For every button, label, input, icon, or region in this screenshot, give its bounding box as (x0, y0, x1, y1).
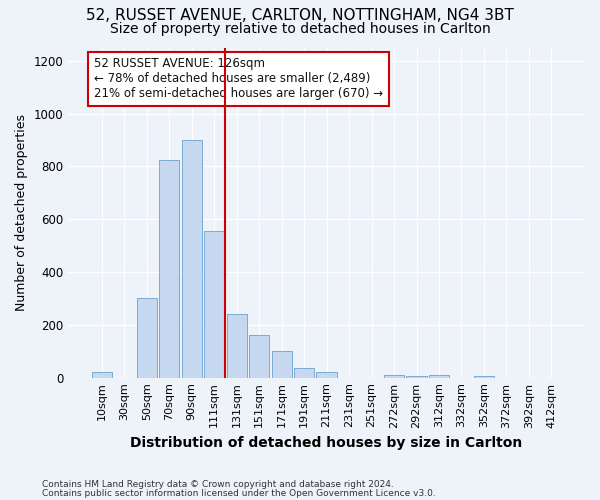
Text: 52 RUSSET AVENUE: 126sqm
← 78% of detached houses are smaller (2,489)
21% of sem: 52 RUSSET AVENUE: 126sqm ← 78% of detach… (94, 58, 383, 100)
Text: 52, RUSSET AVENUE, CARLTON, NOTTINGHAM, NG4 3BT: 52, RUSSET AVENUE, CARLTON, NOTTINGHAM, … (86, 8, 514, 22)
Bar (182, 140, 202, 378)
Bar (92, 372, 112, 378)
Text: Contains public sector information licensed under the Open Government Licence v3: Contains public sector information licen… (42, 489, 436, 498)
Bar (272, 352, 292, 378)
Bar (384, 375, 404, 378)
Bar (406, 376, 427, 378)
Y-axis label: Number of detached properties: Number of detached properties (15, 114, 28, 311)
Bar (227, 314, 247, 378)
Bar (316, 372, 337, 378)
Bar (294, 368, 314, 378)
X-axis label: Distribution of detached houses by size in Carlton: Distribution of detached houses by size … (130, 436, 523, 450)
Text: Size of property relative to detached houses in Carlton: Size of property relative to detached ho… (110, 22, 490, 36)
Bar (137, 298, 157, 378)
Bar (474, 376, 494, 378)
Text: Contains HM Land Registry data © Crown copyright and database right 2024.: Contains HM Land Registry data © Crown c… (42, 480, 394, 489)
Bar (429, 375, 449, 378)
Bar (249, 336, 269, 378)
Bar (159, 160, 179, 378)
Bar (204, 231, 224, 378)
